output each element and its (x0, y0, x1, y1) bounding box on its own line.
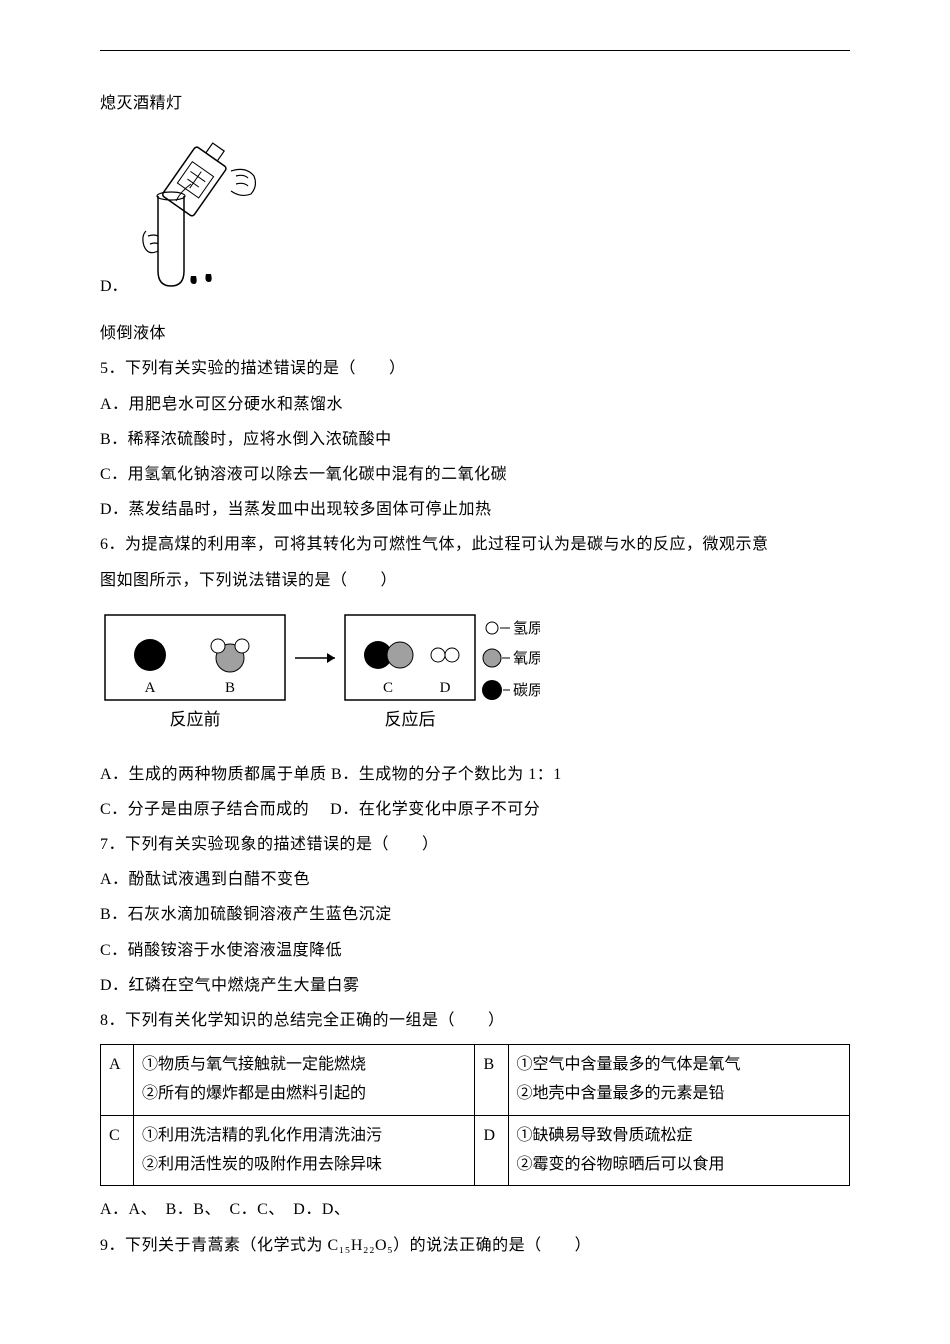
option-d-label: D． (100, 272, 128, 296)
table-row: A①物质与氧气接触就一定能燃烧②所有的爆炸都是由燃料引起的B①空气中含量最多的气… (101, 1045, 850, 1116)
cell-letter: D (475, 1115, 508, 1186)
q6-line2: 图如图所示，下列说法错误的是（ ） (100, 563, 850, 598)
q8-table: A①物质与氧气接触就一定能燃烧②所有的爆炸都是由燃料引起的B①空气中含量最多的气… (100, 1044, 850, 1186)
q6-line1: 6．为提高煤的利用率，可将其转化为可燃性气体，此过程可认为是碳与水的反应，微观示… (100, 527, 850, 562)
table-row: C①利用洗洁精的乳化作用清洗油污②利用活性炭的吸附作用去除异味D①缺碘易导致骨质… (101, 1115, 850, 1186)
cell-content: ①空气中含量最多的气体是氧气②地壳中含量最多的元素是铅 (508, 1045, 849, 1116)
q7-d: D．红磷在空气中燃烧产生大量白雾 (100, 968, 850, 1003)
cell-content: ①缺碘易导致骨质疏松症②霉变的谷物晾晒后可以食用 (508, 1115, 849, 1186)
q5-d: D．蒸发结晶时，当蒸发皿中出现较多固体可停止加热 (100, 492, 850, 527)
q5-a: A．用肥皂水可区分硬水和蒸馏水 (100, 387, 850, 422)
option-d-caption: 倾倒液体 (100, 316, 850, 351)
cell-content: ①物质与氧气接触就一定能燃烧②所有的爆炸都是由燃料引起的 (134, 1045, 475, 1116)
q5: 5．下列有关实验的描述错误的是（ ） (100, 351, 850, 386)
top-rule (100, 50, 850, 51)
q7: 7．下列有关实验现象的描述错误的是（ ） (100, 827, 850, 862)
q6-opt-cd: C．分子是由原子结合而成的 D．在化学变化中原子不可分 (100, 792, 850, 827)
line-extinguish: 熄灭酒精灯 (100, 86, 850, 121)
reaction-diagram: A B 反应前 C D 反应后 氢原子 氧原子 碳原子 (100, 610, 850, 745)
q5-b: B．稀释浓硫酸时，应将水倒入浓硫酸中 (100, 422, 850, 457)
legend-o: 氧原子 (513, 650, 540, 667)
q9: 9．下列关于青蒿素（化学式为 C₁₅H₂₂O₅）的说法正确的是（ ） (100, 1228, 850, 1263)
cell-content: ①利用洗洁精的乳化作用清洗油污②利用活性炭的吸附作用去除异味 (134, 1115, 475, 1186)
legend-c: 碳原子 (513, 682, 540, 699)
cell-letter: B (475, 1045, 508, 1116)
cell-letter: C (101, 1115, 134, 1186)
legend-h: 氢原子 (513, 620, 540, 637)
q7-a: A．酚酞试液遇到白醋不变色 (100, 862, 850, 897)
q5-c: C．用氢氧化钠溶液可以除去一氧化碳中混有的二氧化碳 (100, 457, 850, 492)
label-c: C (383, 680, 393, 696)
q7-b: B．石灰水滴加硫酸铜溶液产生蓝色沉淀 (100, 897, 850, 932)
label-a: A (145, 680, 156, 696)
q7-c: C．硝酸铵溶于水使溶液温度降低 (100, 933, 850, 968)
q6-opt-ab: A．生成的两种物质都属于单质 B．生成物的分子个数比为 1：1 (100, 757, 850, 792)
label-before: 反应前 (170, 710, 221, 729)
label-b: B (225, 680, 235, 696)
q8-answers: A．A、 B．B、 C．C、 D．D、 (100, 1192, 850, 1227)
label-after: 反应后 (385, 710, 436, 729)
q8: 8．下列有关化学知识的总结完全正确的一组是（ ） (100, 1003, 850, 1038)
label-d: D (440, 680, 451, 696)
cell-letter: A (101, 1045, 134, 1116)
option-d-row: D． (100, 136, 850, 296)
pouring-liquid-icon (136, 136, 266, 296)
